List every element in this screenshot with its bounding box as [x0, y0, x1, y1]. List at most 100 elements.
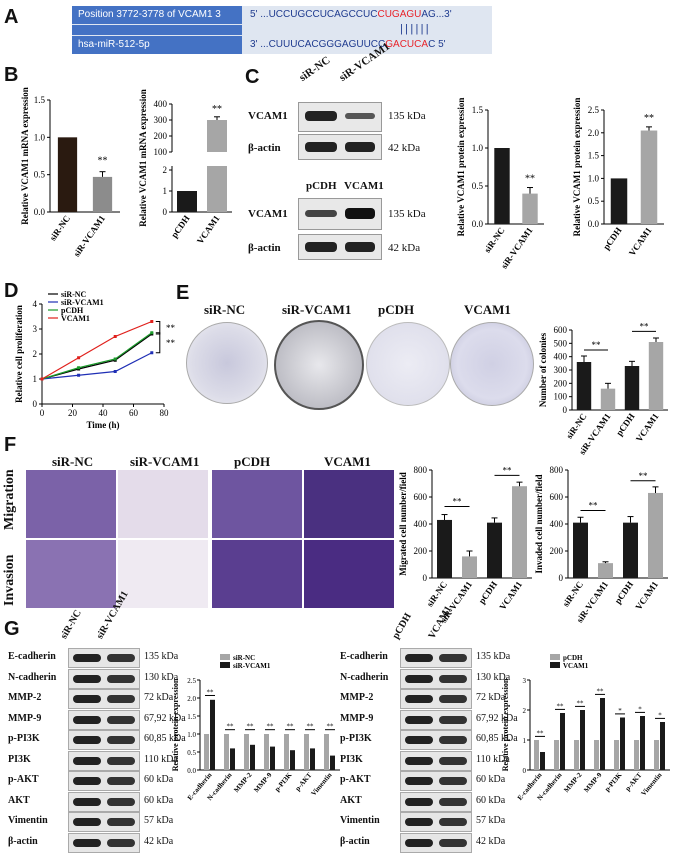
data-point	[150, 351, 154, 355]
y-tick-label: 2.5	[588, 105, 600, 115]
bar	[594, 740, 599, 770]
x-tick-label: 60	[129, 408, 139, 418]
panel-c-blots: siR-NC siR-VCAM1 VCAM1 β-actin 135 kDa 4…	[248, 41, 448, 272]
x-tick-label: siR-NC	[561, 579, 586, 608]
significance-mark: **	[503, 465, 513, 475]
y-tick-label: 2.0	[588, 128, 600, 138]
series-line	[41, 320, 153, 380]
blot1-vcam1	[298, 102, 382, 132]
bar	[522, 193, 538, 224]
blot1-kda2: 42 kDa	[388, 142, 421, 154]
y-axis-label: Relative VCAM1 protein expression	[456, 98, 466, 237]
y-tick-label: 2.5	[187, 677, 196, 685]
invasion-image-4	[304, 540, 394, 608]
migration-image-4	[304, 470, 394, 538]
x-tick-label: VCAM1	[497, 579, 524, 612]
blot-row-label: E-cadherin	[340, 651, 388, 662]
data-point	[113, 335, 117, 338]
legend-swatch	[550, 654, 560, 660]
legend-swatch	[220, 654, 230, 660]
bar	[580, 710, 585, 770]
series-line	[41, 333, 153, 380]
x-tick-label: pCDH	[613, 579, 636, 605]
y-axis-label: Number of colonies	[538, 332, 548, 407]
significance-mark: **	[537, 729, 545, 737]
blot-band-strip	[400, 812, 472, 832]
bar	[437, 519, 452, 578]
bar	[620, 717, 625, 770]
y-tick-label: 0.0	[588, 219, 600, 229]
x-tick-label: Vimentin	[640, 771, 664, 797]
panel-letter-b: B	[4, 64, 19, 86]
transwell-label-1: siR-NC	[52, 454, 94, 469]
blot-kda-label: 57 kDa	[476, 815, 506, 826]
x-tick-label: 40	[99, 408, 109, 418]
bar	[534, 740, 539, 770]
legend-label: VCAM1	[61, 314, 90, 323]
blot-row-label: MMP-9	[8, 712, 42, 724]
blot2-kda2: 42 kDa	[388, 242, 421, 254]
blot1-actin	[298, 134, 382, 160]
panel-g-right-blots: pCDH VCAM1 E-cadherin 135 kDa N-cadherin 130 …	[340, 604, 520, 853]
x-tick-label: siR-NC	[564, 411, 589, 440]
significance-mark: **	[525, 174, 535, 185]
bar	[600, 698, 605, 770]
row-label-migration: Migration	[2, 469, 17, 530]
x-tick-label: VCAM1	[195, 213, 222, 246]
significance-mark: *	[638, 705, 642, 713]
panel-e-colonies: siR-NC siR-VCAM1 pCDH VCAM1	[182, 300, 534, 420]
invasion-image-1	[26, 540, 116, 608]
y-tick-label: 200	[154, 131, 168, 141]
bar	[600, 388, 616, 410]
significance-mark: **	[327, 723, 335, 731]
y-tick-label: 800	[414, 465, 428, 475]
data-point	[77, 366, 81, 370]
blot-kda-label: 72 kDa	[476, 692, 506, 703]
bar	[574, 740, 579, 770]
significance-mark: **	[166, 323, 176, 333]
blot-row-label: AKT	[8, 794, 30, 806]
bar	[304, 734, 309, 770]
data-point	[77, 373, 81, 377]
x-tick-label: MMP-9	[252, 771, 273, 794]
y-tick-label: 1.0	[34, 132, 46, 142]
y-tick-label: 2	[523, 707, 527, 715]
x-tick-label: p-PI3K	[273, 771, 294, 794]
significance-mark: **	[589, 501, 599, 511]
y-axis-label: Relative protein expression	[501, 678, 510, 771]
bar	[540, 752, 545, 770]
blot1-row2-label: β-actin	[248, 142, 281, 154]
legend-label: siR-VCAM1	[61, 298, 104, 307]
blot-band-strip	[68, 668, 140, 689]
blot-band-strip	[68, 832, 140, 853]
y-tick-label: 0.5	[472, 181, 484, 191]
bar	[207, 166, 227, 212]
blot-band-strip	[68, 750, 140, 771]
x-tick-label: p-PI3K	[603, 771, 624, 794]
y-tick-label: 400	[550, 519, 564, 529]
mirna-sequence: 3' ...CUUUCACGGGAGUUCCGACUCAC 5'	[250, 39, 446, 50]
invasion-image-3	[212, 540, 302, 608]
significance-mark: **	[453, 496, 463, 506]
x-tick-label: p-AKT	[294, 771, 314, 793]
blot-row-label: Vimentin	[8, 815, 48, 826]
y-tick-label: 0	[33, 399, 38, 409]
bar	[487, 522, 502, 578]
bar	[634, 740, 639, 770]
significance-mark: **	[227, 723, 235, 731]
blot-row-label: PI3K	[8, 753, 31, 765]
y-tick-label: 0	[163, 207, 168, 217]
colony-plate-1	[186, 322, 268, 404]
bar	[576, 362, 592, 410]
y-tick-label: 0.5	[187, 749, 196, 757]
bar	[92, 176, 113, 212]
x-tick-label: MMP-2	[562, 771, 583, 794]
significance-mark: *	[618, 707, 622, 715]
significance-mark: **	[644, 113, 654, 124]
y-tick-label: 1.0	[588, 173, 600, 183]
significance-mark: **	[592, 340, 602, 350]
legend-label: siR-VCAM1	[233, 662, 271, 670]
blot-row-label: p-AKT	[8, 774, 39, 785]
y-tick-label: 0.0	[34, 207, 46, 217]
